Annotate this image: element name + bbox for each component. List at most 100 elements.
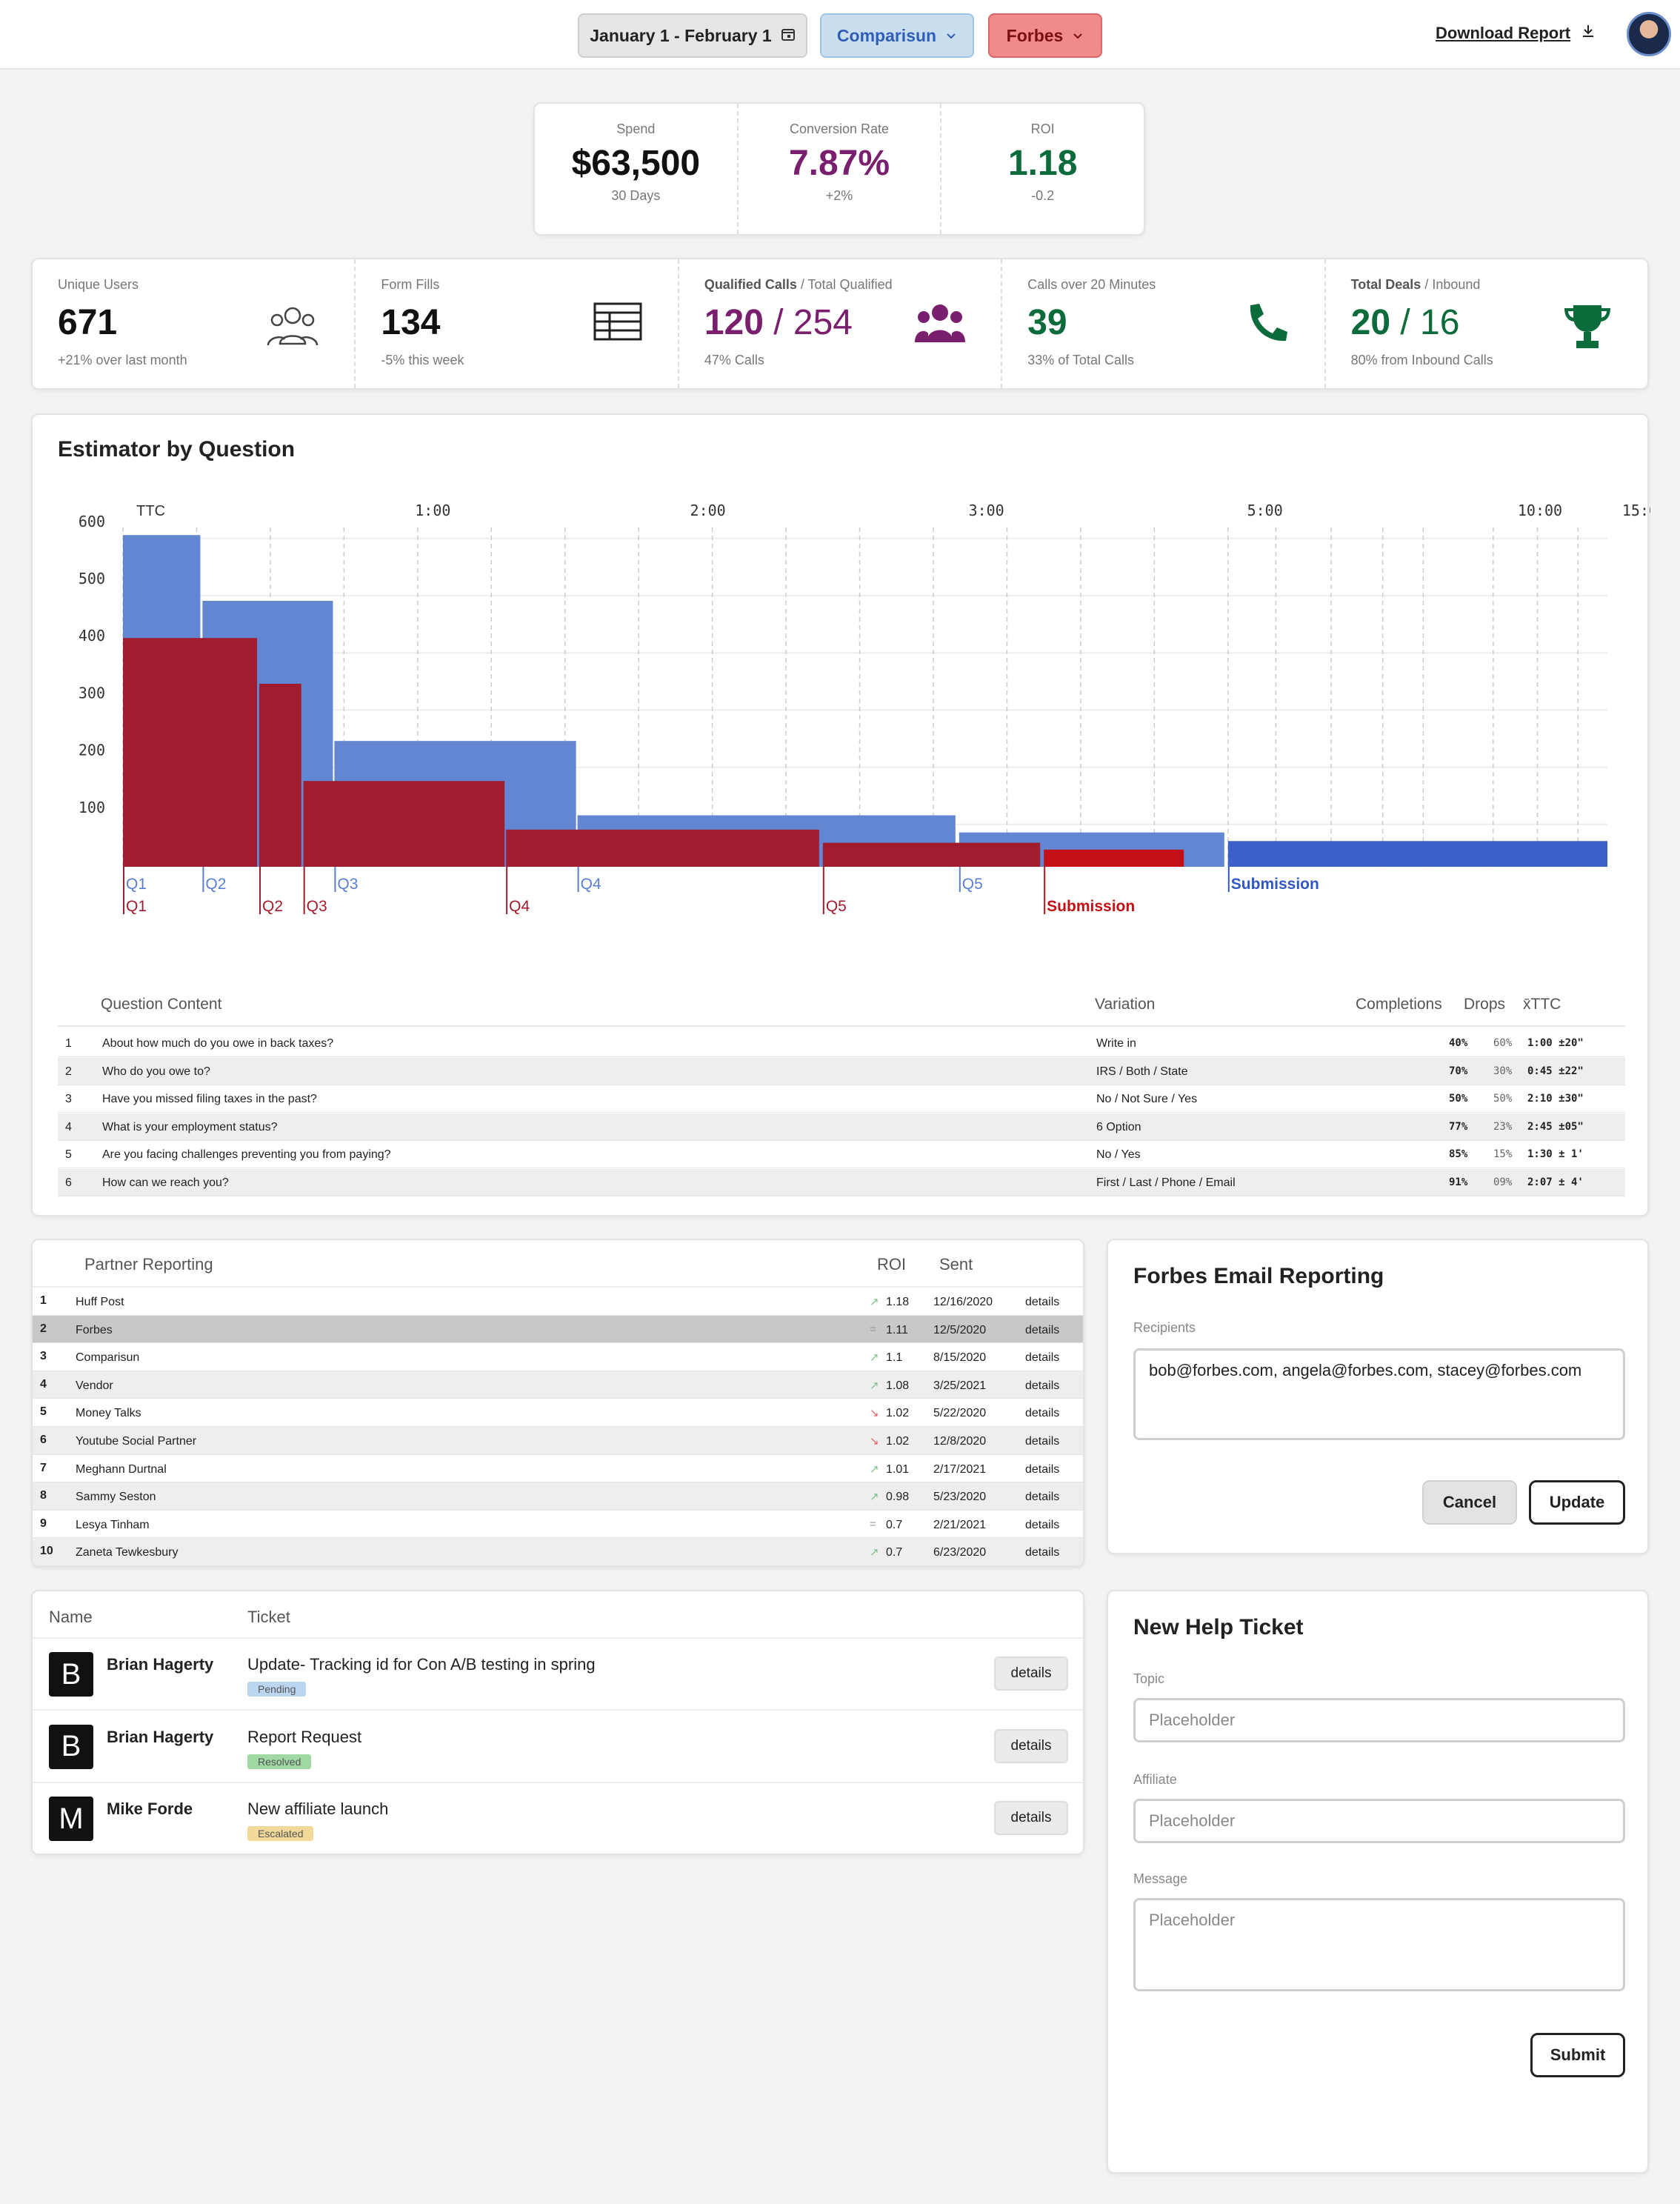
ticket-row: M Mike Forde New affiliate launch Escalated… — [33, 1783, 1083, 1854]
partner-roi: 1.02 — [886, 1407, 910, 1420]
partner-details-link[interactable]: details — [1025, 1351, 1060, 1365]
kpi-label: Form Fills — [381, 277, 440, 292]
partner-roi: 1.01 — [886, 1462, 910, 1476]
question-number: 4 — [65, 1120, 72, 1133]
email-reporting-title: Forbes Email Reporting — [1133, 1264, 1384, 1288]
partner-row[interactable]: 6 Youtube Social Partner ↘ 1.02 12/8/2020 det… — [33, 1427, 1083, 1455]
download-report-link[interactable]: Download Report — [1436, 24, 1596, 43]
partner-row[interactable]: 5 Money Talks ↘ 1.02 5/22/2020 details — [33, 1399, 1083, 1427]
kpi-sub: 80% from Inbound Calls — [1350, 353, 1493, 367]
partner-row[interactable]: 1 Huff Post ↗ 1.18 12/16/2020 details — [33, 1288, 1083, 1316]
topic-placeholder: Placeholder — [1149, 1711, 1236, 1729]
partner-name: Sammy Seston — [76, 1491, 156, 1504]
partner-name: Youtube Social Partner — [76, 1435, 197, 1448]
ticket-details-button[interactable]: details — [994, 1801, 1068, 1835]
chevron-down-icon — [1072, 26, 1084, 46]
question-variation: Write in — [1096, 1037, 1136, 1050]
question-number: 1 — [65, 1037, 72, 1050]
kpi-label-wrap: Calls over 20 Minutes — [1027, 277, 1156, 293]
phone-icon — [1246, 302, 1289, 349]
message-input[interactable]: Placeholder — [1133, 1898, 1625, 1991]
kpi-tile: Total Deals / Inbound 20 / 16 80% from Inb… — [1326, 259, 1647, 388]
cancel-button[interactable]: Cancel — [1422, 1480, 1517, 1525]
partner-details-link[interactable]: details — [1025, 1518, 1060, 1531]
brand-filter-dropdown[interactable]: Forbes — [988, 13, 1102, 58]
ticket-details-button[interactable]: details — [994, 1657, 1068, 1691]
partner-sent: 8/15/2020 — [933, 1351, 987, 1365]
partner-details-link[interactable]: details — [1025, 1546, 1060, 1559]
kpi-label: Calls over 20 Minutes — [1027, 277, 1156, 292]
summary-stat-sub: 30 Days — [611, 188, 661, 203]
bar-label: Q2 — [205, 876, 226, 893]
partner-name: Forbes — [76, 1323, 113, 1336]
partner-row[interactable]: 9 Lesya Tinham = 0.7 2/21/2021 details — [33, 1511, 1083, 1539]
partner-row[interactable]: 4 Vendor ↗ 1.08 3/25/2021 details — [33, 1371, 1083, 1399]
question-completions: 85% — [1449, 1148, 1468, 1161]
kpi-value-wrap: 134 — [381, 302, 440, 343]
status-badge-wrap: Escalated — [247, 1820, 314, 1841]
status-badge: Pending — [247, 1682, 307, 1697]
partner-row[interactable]: 2 Forbes = 1.11 12/5/2020 details — [33, 1315, 1083, 1344]
partner-details-link[interactable]: details — [1025, 1491, 1060, 1504]
topic-input[interactable]: Placeholder — [1133, 1698, 1625, 1742]
kpi-value: 120 — [704, 303, 764, 342]
tickets-card: Name Ticket B Brian Hagerty Update- Tracki… — [31, 1590, 1084, 1855]
header-name: Name — [49, 1608, 93, 1626]
partner-sent: 2/17/2021 — [933, 1462, 987, 1476]
partner-sent: 5/23/2020 — [933, 1491, 987, 1504]
affiliate-input[interactable]: Placeholder — [1133, 1799, 1625, 1843]
kpi-tile: Form Fills 134 -5% this week — [356, 259, 679, 388]
partner-row[interactable]: 3 Comparisun ↗ 1.1 8/15/2020 details — [33, 1343, 1083, 1371]
kpi-tile: Qualified Calls / Total Qualified 120 / 2… — [679, 259, 1003, 388]
partner-filter-dropdown[interactable]: Comparisun — [820, 13, 974, 58]
header-ticket: Ticket — [247, 1608, 290, 1626]
header-variation: Variation — [1095, 996, 1156, 1013]
status-badge: Resolved — [247, 1754, 312, 1769]
partner-row[interactable]: 10 Zaneta Tewkesbury ↗ 0.7 6/23/2020 details — [33, 1538, 1083, 1566]
partner-details-link[interactable]: details — [1025, 1323, 1060, 1336]
affiliate-placeholder: Placeholder — [1149, 1811, 1236, 1830]
kpi-value: 134 — [381, 303, 441, 342]
summary-stat-label: Conversion Rate — [789, 121, 890, 136]
y-tick-label: 200 — [79, 742, 105, 759]
trend-icon: ↗ — [870, 1546, 879, 1559]
x-tick-label: 3:00 — [969, 502, 1004, 519]
trend-icon: = — [870, 1322, 876, 1336]
summary-stat-label: ROI — [1030, 121, 1055, 136]
partner-row[interactable]: 7 Meghann Durtnal ↗ 1.01 2/17/2021 details — [33, 1455, 1083, 1483]
kpi-value-wrap: 39 — [1027, 302, 1067, 343]
partner-rank: 5 — [40, 1405, 47, 1419]
update-button[interactable]: Update — [1529, 1480, 1625, 1525]
kpi-tile: Calls over 20 Minutes 39 33% of Total Call… — [1002, 259, 1326, 388]
kpi-value-wrap: 120 / 254 — [704, 302, 853, 343]
question-text: Who do you owe to? — [102, 1065, 210, 1078]
partner-details-link[interactable]: details — [1025, 1296, 1060, 1308]
partner-details-link[interactable]: details — [1025, 1435, 1060, 1448]
ticket-assignee: Mike Forde — [107, 1800, 193, 1818]
question-variation: 6 Option — [1096, 1120, 1141, 1133]
ticket-details-button[interactable]: details — [994, 1728, 1068, 1763]
bar-red-q1 — [123, 638, 258, 867]
partner-name: Comparisun — [76, 1351, 140, 1365]
avatar[interactable] — [1627, 12, 1671, 56]
y-tick-label: 300 — [79, 684, 105, 702]
bar-red-q3 — [303, 781, 505, 867]
submit-button[interactable]: Submit — [1530, 2033, 1625, 2077]
bar-red-submission — [1044, 849, 1184, 867]
x-tick-label: 15:00 — [1622, 502, 1650, 519]
partner-details-link[interactable]: details — [1025, 1379, 1060, 1392]
question-number: 5 — [65, 1148, 72, 1162]
partner-row[interactable]: 8 Sammy Seston ↗ 0.98 5/23/2020 details — [33, 1482, 1083, 1511]
partner-sent: 12/16/2020 — [933, 1296, 993, 1308]
summary-stat-value: 7.87% — [788, 144, 890, 183]
question-variation: IRS / Both / State — [1096, 1065, 1188, 1078]
recipients-input[interactable]: bob@forbes.com, angela@forbes.com, stace… — [1133, 1348, 1625, 1440]
question-drops: 23% — [1493, 1120, 1513, 1133]
date-range-picker[interactable]: January 1 - February 1 — [578, 13, 807, 58]
question-text: What is your employment status? — [102, 1120, 278, 1133]
x-tick-label: 1:00 — [415, 502, 450, 519]
question-row: 3 Have you missed filing taxes in the pas… — [58, 1085, 1625, 1113]
partner-details-link[interactable]: details — [1025, 1407, 1060, 1420]
header-completions: Completions — [1356, 996, 1442, 1013]
partner-details-link[interactable]: details — [1025, 1462, 1060, 1476]
